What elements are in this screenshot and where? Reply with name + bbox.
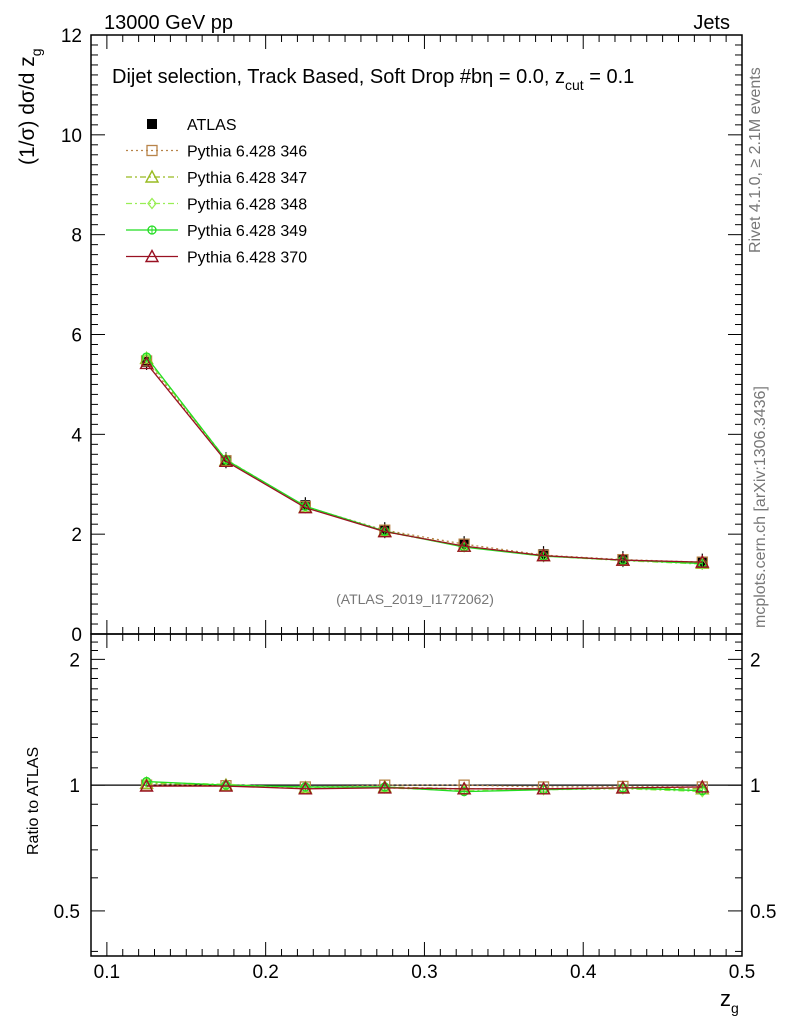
- ratio-panel-frame: [90, 633, 743, 957]
- y-tick-label: 8: [71, 226, 82, 247]
- y-tick-label: 4: [71, 425, 82, 446]
- rivet-version-label: Rivet 4.1.0, ≥ 2.1M events: [747, 67, 764, 253]
- ratio-y-tick-label: 0.5: [54, 902, 80, 923]
- data-point-p370: [456, 538, 472, 552]
- x-tick-label: 0.1: [94, 962, 120, 983]
- x-tick-label: 0.3: [411, 962, 437, 983]
- legend-label: Pythia 6.428 348: [187, 197, 307, 214]
- ratio-point-p348: [300, 781, 311, 794]
- ratio-point-p370: [615, 780, 631, 794]
- ratio-axes: 0.1 0.2 0.3 0.4 0.5 0.5 0.5 1 1 2 2: [54, 634, 776, 983]
- legend-marker-p346: [146, 144, 158, 157]
- legend-label: Pythia 6.428 347: [187, 170, 307, 187]
- ratio-line-p348: [146, 781, 703, 793]
- main-ylabel: (1/σ) dσ/d zg: [16, 48, 44, 165]
- legend-entry-p346: Pythia 6.428 346: [126, 144, 307, 161]
- main-title: Dijet selection, Track Based, Soft Drop …: [112, 66, 634, 93]
- ratio-point-p370: [377, 780, 392, 794]
- legend-marker-p348: [147, 197, 157, 210]
- data-point-p370: [695, 554, 710, 568]
- mcplots-label: mcplots.cern.ch [arXiv:1306.3436]: [752, 386, 769, 628]
- main-series-group: [139, 350, 710, 571]
- header-energy-label: 13000 GeV pp: [104, 12, 233, 34]
- legend-entry-p348: Pythia 6.428 348: [126, 197, 307, 214]
- xlabel: zg: [720, 986, 739, 1016]
- ratio-point-p370: [456, 781, 472, 795]
- ratio-y-tick-label-right: 1: [750, 776, 761, 797]
- legend-entry-atlas: ATLAS: [147, 117, 237, 134]
- analysis-watermark: (ATLAS_2019_I1772062): [336, 591, 494, 607]
- x-tick-label: 0.4: [570, 962, 597, 983]
- y-tick-label: 6: [71, 326, 82, 347]
- legend-marker-atlas: [147, 119, 157, 129]
- ratio-point-p370: [536, 781, 551, 795]
- ratio-line-p370: [146, 785, 703, 790]
- ratio-series-p370: [139, 778, 710, 795]
- legend-label: Pythia 6.428 370: [187, 250, 307, 267]
- data-point-p370: [298, 500, 313, 514]
- y-tick-label: 12: [61, 26, 82, 47]
- data-point-p370: [139, 355, 154, 370]
- y-tick-label: 10: [61, 126, 82, 147]
- ratio-point-p348: [141, 776, 152, 789]
- series-p349: [141, 352, 707, 569]
- data-point-p370: [377, 524, 392, 538]
- ratio-point-p370: [298, 781, 313, 795]
- y-tick-label: 2: [71, 525, 82, 546]
- header-process-label: Jets: [693, 12, 730, 34]
- data-point-p370: [218, 453, 234, 467]
- ratio-series-group: [139, 775, 710, 798]
- legend-marker-p347: [144, 169, 160, 183]
- data-point-p370: [536, 548, 551, 562]
- legend-label: ATLAS: [187, 117, 237, 134]
- main-axes: 0 2 4 6 8 10 12: [61, 26, 743, 646]
- x-tick-label: 0.2: [252, 962, 278, 983]
- ratio-y-tick-label: 2: [69, 650, 80, 671]
- legend-entry-p349: Pythia 6.428 349: [126, 223, 307, 240]
- ratio-point-p370: [218, 778, 234, 792]
- x-tick-label: 0.5: [729, 962, 755, 983]
- legend: ATLAS Pythia 6.428 346 Pythia 6.428 347 Pyt…: [126, 117, 307, 267]
- ratio-ylabel: Ratio to ATLAS: [25, 747, 42, 855]
- ratio-y-tick-label-right: 0.5: [750, 902, 776, 923]
- legend-label: Pythia 6.428 349: [187, 223, 307, 240]
- legend-entry-p347: Pythia 6.428 347: [126, 169, 307, 187]
- legend-entry-p370: Pythia 6.428 370: [126, 249, 307, 267]
- ratio-point-p370: [139, 778, 154, 792]
- y-tick-label: 0: [71, 625, 82, 646]
- series-p370: [139, 355, 710, 568]
- ratio-y-tick-label: 1: [69, 776, 80, 797]
- legend-marker-p370: [144, 249, 160, 263]
- data-point-p370: [615, 552, 631, 566]
- series-line-p370: [146, 363, 703, 563]
- ratio-point-p370: [695, 779, 710, 793]
- legend-label: Pythia 6.428 346: [187, 144, 307, 161]
- ratio-y-tick-label-right: 2: [750, 650, 761, 671]
- data-point-p348: [141, 351, 152, 365]
